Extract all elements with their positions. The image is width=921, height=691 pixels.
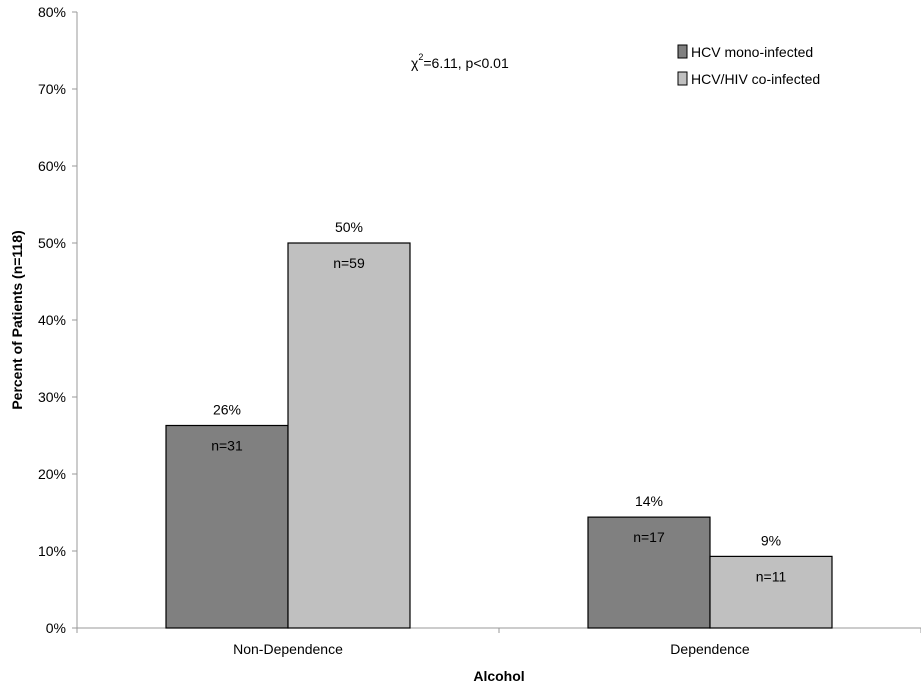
annotation-superscript: 2 bbox=[418, 52, 423, 62]
bar-value-label: 50% bbox=[335, 219, 363, 235]
bar-value-label: 26% bbox=[213, 401, 241, 417]
x-ticks: Non-Dependence Dependence bbox=[76, 628, 921, 657]
bar-hcv-hiv-co-infected-dependence bbox=[709, 555, 833, 629]
bar-value-label: 14% bbox=[635, 493, 663, 509]
bar-count-label: n=17 bbox=[633, 529, 665, 545]
annotation-prefix: χ bbox=[411, 55, 419, 71]
x-tick-label-non-dependence: Non-Dependence bbox=[233, 641, 343, 657]
bar-hcv-mono-infected-non-dependence bbox=[165, 424, 289, 629]
bar-count-label: n=59 bbox=[333, 255, 365, 271]
y-tick-label: 40% bbox=[38, 312, 66, 328]
legend-swatch-hcv-mono bbox=[677, 44, 688, 59]
y-ticks: 0% 10% 20% 30% 40% 50% 60% 70% 80% bbox=[38, 4, 77, 636]
legend-label-hcv-mono: HCV mono-infected bbox=[691, 44, 813, 60]
y-tick-label: 60% bbox=[38, 158, 66, 174]
y-tick-label: 70% bbox=[38, 81, 66, 97]
y-tick-label: 50% bbox=[38, 235, 66, 251]
bar-hcv-hiv-co-infected-non-dependence bbox=[287, 242, 411, 629]
legend-swatch-hcv-hiv bbox=[677, 71, 688, 86]
chi-square-annotation: χ2=6.11, p<0.01 bbox=[411, 52, 509, 71]
bars: 26% n=31 14% n=17 50% n=59 9% n=11 bbox=[165, 219, 833, 629]
y-tick-label: 0% bbox=[46, 620, 66, 636]
bar-value-label: 9% bbox=[761, 532, 781, 548]
legend-label-hcv-hiv: HCV/HIV co-infected bbox=[691, 71, 820, 87]
x-tick-label-dependence: Dependence bbox=[670, 641, 750, 657]
bar-count-label: n=31 bbox=[211, 437, 243, 453]
legend: HCV mono-infected HCV/HIV co-infected bbox=[677, 44, 820, 87]
bar-hcv-mono-infected-dependence bbox=[587, 516, 711, 629]
x-axis-title: Alcohol bbox=[473, 668, 524, 684]
y-tick-label: 80% bbox=[38, 4, 66, 20]
y-tick-label: 30% bbox=[38, 389, 66, 405]
y-tick-label: 20% bbox=[38, 466, 66, 482]
annotation-text: =6.11, p<0.01 bbox=[423, 55, 509, 71]
y-axis-title: Percent of Patients (n=118) bbox=[9, 230, 25, 409]
y-tick-label: 10% bbox=[38, 543, 66, 559]
bar-count-label: n=11 bbox=[756, 568, 787, 584]
